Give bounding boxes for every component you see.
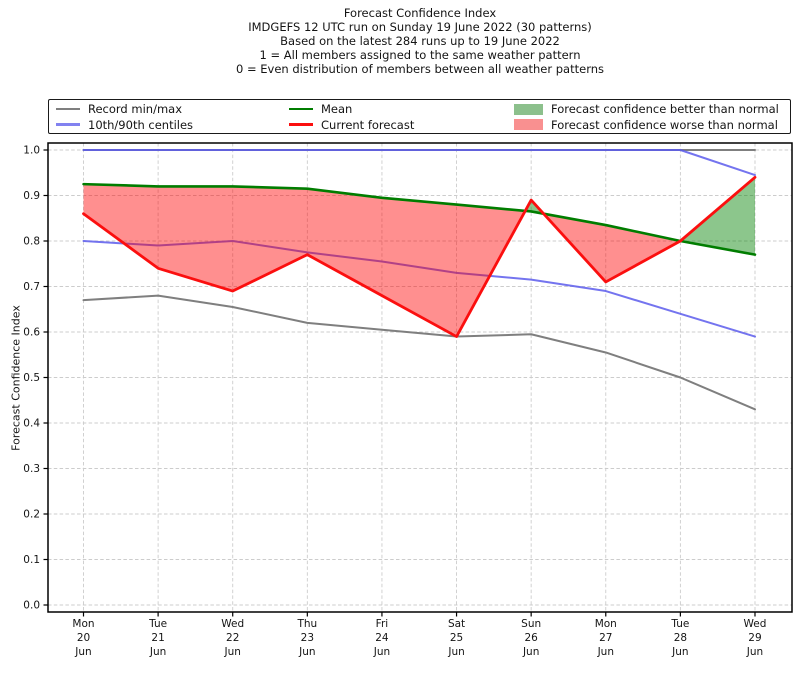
x-tick-label-month: Jun <box>522 646 539 658</box>
x-tick-label-month: Jun <box>149 646 166 658</box>
y-tick-label: 0.6 <box>23 327 40 339</box>
x-tick-label-date: 28 <box>674 632 687 644</box>
x-tick-label-month: Jun <box>74 646 91 658</box>
legend-item-3: Current forecast <box>289 117 414 132</box>
chart-title-line-3: Based on the latest 284 runs up to 19 Ju… <box>280 34 560 48</box>
legend-swatch-line <box>56 107 80 111</box>
y-tick-label: 0.3 <box>23 463 40 475</box>
legend-label: Record min/max <box>88 102 183 116</box>
y-tick-label: 0.4 <box>23 418 40 430</box>
x-tick-label-month: Jun <box>373 646 390 658</box>
y-tick-label: 1.0 <box>23 145 40 157</box>
x-tick-label-day: Wed <box>744 618 767 630</box>
legend-swatch-patch <box>514 119 543 130</box>
fill-confidence-better <box>680 177 755 255</box>
x-tick-label-month: Jun <box>597 646 614 658</box>
x-tick-label-day: Sat <box>448 618 465 630</box>
legend-label: Forecast confidence better than normal <box>551 102 779 116</box>
legend-item-2: Mean <box>289 102 352 117</box>
x-tick-label-month: Jun <box>746 646 763 658</box>
legend-item-0: Record min/max <box>56 102 182 117</box>
chart-title-line-2: IMDGEFS 12 UTC run on Sunday 19 June 202… <box>248 20 592 34</box>
legend-item-1: 10th/90th centiles <box>56 117 193 132</box>
series-line-p90 <box>82 149 756 177</box>
series-line-record_min <box>82 294 756 411</box>
chart-title-line-4: 1 = All members assigned to the same wea… <box>259 48 581 62</box>
y-tick-label: 0.1 <box>23 554 40 566</box>
x-tick-label-day: Mon <box>595 618 617 630</box>
x-tick-label-date: 27 <box>599 632 612 644</box>
legend-item-4: Forecast confidence better than normal <box>514 102 779 117</box>
chart-title-line-1: Forecast Confidence Index <box>343 6 497 20</box>
legend-swatch-line <box>289 107 313 111</box>
y-tick-label: 0.0 <box>23 600 40 612</box>
chart-legend: Record min/max 10th/90th centiles Mean Curr… <box>48 99 791 134</box>
x-tick-label-day: Fri <box>376 618 389 630</box>
x-tick-label-date: 21 <box>151 632 164 644</box>
y-tick-label: 0.5 <box>23 372 40 384</box>
legend-label: Mean <box>321 102 353 116</box>
x-tick-label-day: Tue <box>670 618 689 630</box>
series-line-mean <box>82 182 757 256</box>
x-tick-label-day: Sun <box>521 618 541 630</box>
x-tick-label-date: 29 <box>748 632 761 644</box>
x-tick-label-month: Jun <box>298 646 315 658</box>
legend-item-5: Forecast confidence worse than normal <box>514 117 778 132</box>
legend-swatch-line <box>289 123 313 126</box>
legend-label: Forecast confidence worse than normal <box>551 117 778 132</box>
x-tick-label-month: Jun <box>671 646 688 658</box>
legend-label: Current forecast <box>321 117 415 132</box>
x-tick-label-day: Mon <box>72 618 94 630</box>
y-tick-label: 0.7 <box>23 281 40 293</box>
y-tick-label: 0.8 <box>23 236 40 248</box>
y-tick-label: 0.2 <box>23 509 40 521</box>
series-line-current <box>82 175 757 338</box>
x-tick-label-date: 24 <box>375 632 389 644</box>
x-tick-label-day: Thu <box>296 618 317 630</box>
x-tick-label-day: Tue <box>148 618 167 630</box>
x-tick-label-month: Jun <box>224 646 241 658</box>
x-tick-label-date: 20 <box>77 632 90 644</box>
chart-title-line-5: 0 = Even distribution of members between… <box>235 62 605 76</box>
fill-confidence-worse <box>543 213 681 282</box>
fill-confidence-worse <box>83 184 526 337</box>
x-tick-label-month: Jun <box>447 646 464 658</box>
legend-label: 10th/90th centiles <box>88 117 194 132</box>
legend-swatch-line <box>56 123 80 126</box>
x-tick-label-date: 23 <box>301 632 314 644</box>
y-tick-label: 0.9 <box>23 190 40 202</box>
series-line-p10 <box>82 240 756 338</box>
x-tick-label-day: Wed <box>221 618 244 630</box>
x-tick-label-date: 26 <box>524 632 538 644</box>
legend-swatch-patch <box>514 103 543 115</box>
chart-title-block: Forecast Confidence Index IMDGEFS 12 UTC… <box>48 6 792 76</box>
x-tick-label-date: 25 <box>450 632 463 644</box>
x-tick-label-date: 22 <box>226 632 239 644</box>
